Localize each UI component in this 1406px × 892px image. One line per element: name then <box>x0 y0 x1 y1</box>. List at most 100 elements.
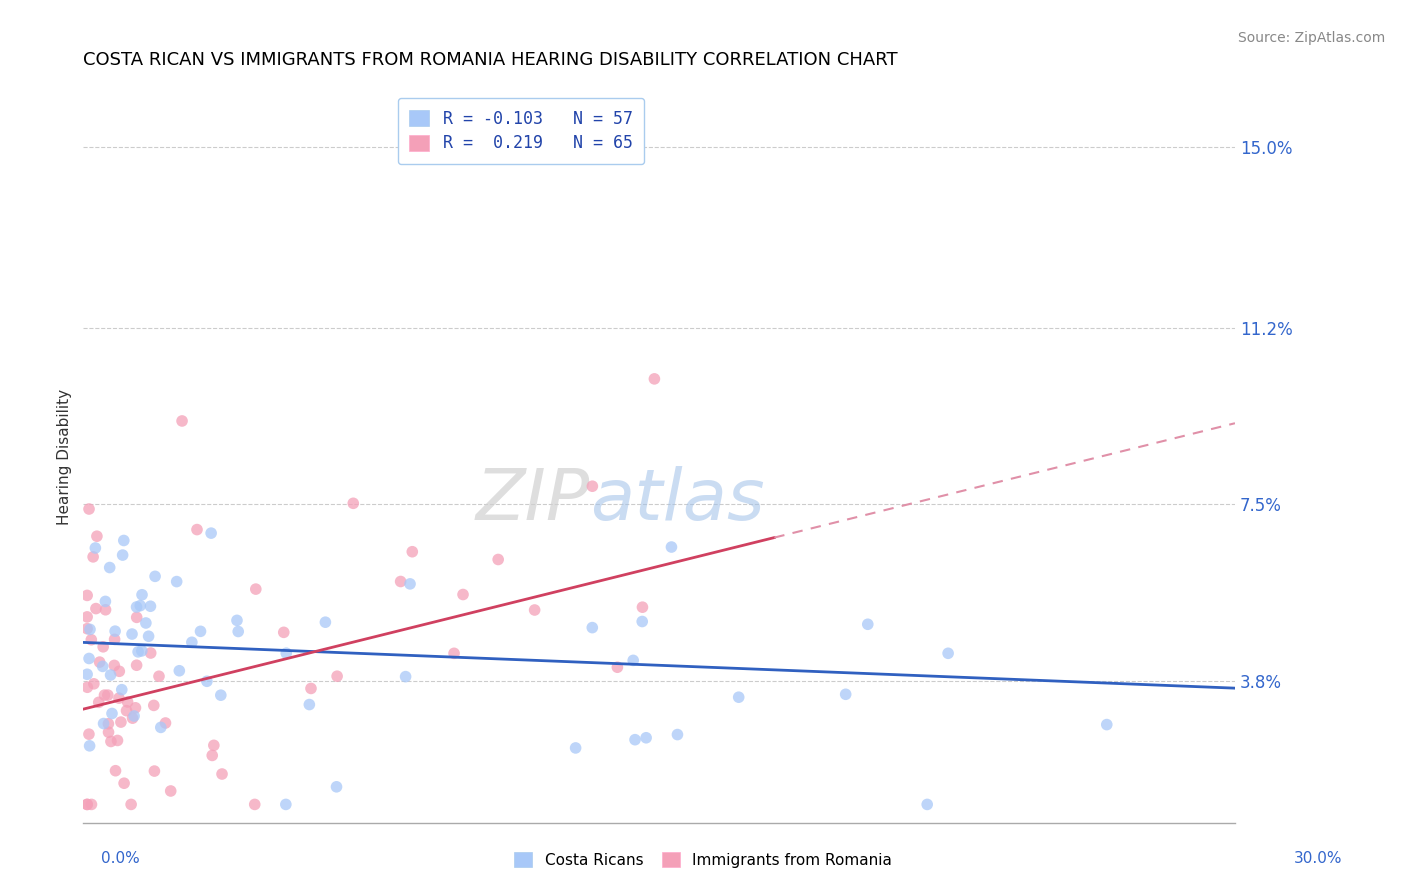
Point <box>76 622 98 636</box>
Point <box>100 734 122 748</box>
Point <box>274 797 297 812</box>
Point <box>108 691 131 706</box>
Point <box>121 711 143 725</box>
Point <box>122 709 145 723</box>
Point <box>117 695 139 709</box>
Point <box>166 574 188 589</box>
Point <box>83 677 105 691</box>
Point <box>661 540 683 554</box>
Point <box>84 541 107 555</box>
Point <box>523 603 546 617</box>
Point <box>91 659 114 673</box>
Point <box>200 526 222 541</box>
Point <box>87 695 110 709</box>
Point <box>143 764 166 778</box>
Point <box>93 688 115 702</box>
Point <box>131 644 153 658</box>
Point <box>120 797 142 812</box>
Point <box>666 728 689 742</box>
Point <box>79 739 101 753</box>
Point <box>190 624 212 639</box>
Text: Source: ZipAtlas.com: Source: ZipAtlas.com <box>1237 31 1385 45</box>
Point <box>76 610 98 624</box>
Legend: Costa Ricans, Immigrants from Romania: Costa Ricans, Immigrants from Romania <box>508 846 898 873</box>
Point <box>94 603 117 617</box>
Point <box>127 645 149 659</box>
Point <box>76 667 98 681</box>
Point <box>112 776 135 790</box>
Point <box>401 545 423 559</box>
Point <box>149 720 172 734</box>
Point <box>159 784 181 798</box>
Point <box>129 599 152 613</box>
Point <box>89 655 111 669</box>
Point <box>624 732 647 747</box>
Point <box>606 660 628 674</box>
Point <box>276 646 298 660</box>
Text: atlas: atlas <box>591 467 765 535</box>
Point <box>104 632 127 647</box>
Point <box>139 646 162 660</box>
Point <box>209 688 232 702</box>
Point <box>79 623 101 637</box>
Point <box>91 640 114 654</box>
Point <box>138 629 160 643</box>
Point <box>94 594 117 608</box>
Point <box>581 479 603 493</box>
Point <box>97 716 120 731</box>
Point <box>104 624 127 639</box>
Point <box>856 617 879 632</box>
Point <box>93 716 115 731</box>
Point <box>326 669 349 683</box>
Point <box>125 610 148 624</box>
Point <box>170 414 193 428</box>
Point <box>581 621 603 635</box>
Point <box>111 682 134 697</box>
Text: 0.0%: 0.0% <box>101 851 141 865</box>
Point <box>125 599 148 614</box>
Point <box>1095 717 1118 731</box>
Point <box>211 767 233 781</box>
Point <box>298 698 321 712</box>
Point <box>76 588 98 602</box>
Point <box>389 574 412 589</box>
Point <box>86 529 108 543</box>
Point <box>76 680 98 694</box>
Point <box>273 625 295 640</box>
Point <box>107 733 129 747</box>
Legend: R = -0.103   N = 57, R =  0.219   N = 65: R = -0.103 N = 57, R = 0.219 N = 65 <box>398 98 644 164</box>
Point <box>110 715 132 730</box>
Point <box>77 502 100 516</box>
Text: COSTA RICAN VS IMMIGRANTS FROM ROMANIA HEARING DISABILITY CORRELATION CHART: COSTA RICAN VS IMMIGRANTS FROM ROMANIA H… <box>83 51 898 69</box>
Point <box>98 560 121 574</box>
Point <box>169 664 191 678</box>
Point <box>121 627 143 641</box>
Point <box>727 690 749 705</box>
Point <box>631 615 654 629</box>
Text: 30.0%: 30.0% <box>1295 851 1343 865</box>
Point <box>226 613 249 627</box>
Point <box>80 797 103 812</box>
Point <box>186 523 208 537</box>
Point <box>111 548 134 562</box>
Point <box>108 665 131 679</box>
Point <box>104 764 127 778</box>
Point <box>180 635 202 649</box>
Point <box>101 706 124 721</box>
Point <box>142 698 165 713</box>
Point <box>299 681 322 696</box>
Y-axis label: Hearing Disability: Hearing Disability <box>58 389 72 524</box>
Point <box>82 549 104 564</box>
Point <box>314 615 336 630</box>
Point <box>621 653 644 667</box>
Point <box>245 582 267 596</box>
Point <box>103 658 125 673</box>
Point <box>100 668 122 682</box>
Point <box>77 651 100 665</box>
Point <box>451 587 474 601</box>
Point <box>97 725 120 739</box>
Point <box>124 701 146 715</box>
Point <box>564 740 586 755</box>
Point <box>936 646 959 660</box>
Point <box>486 552 509 566</box>
